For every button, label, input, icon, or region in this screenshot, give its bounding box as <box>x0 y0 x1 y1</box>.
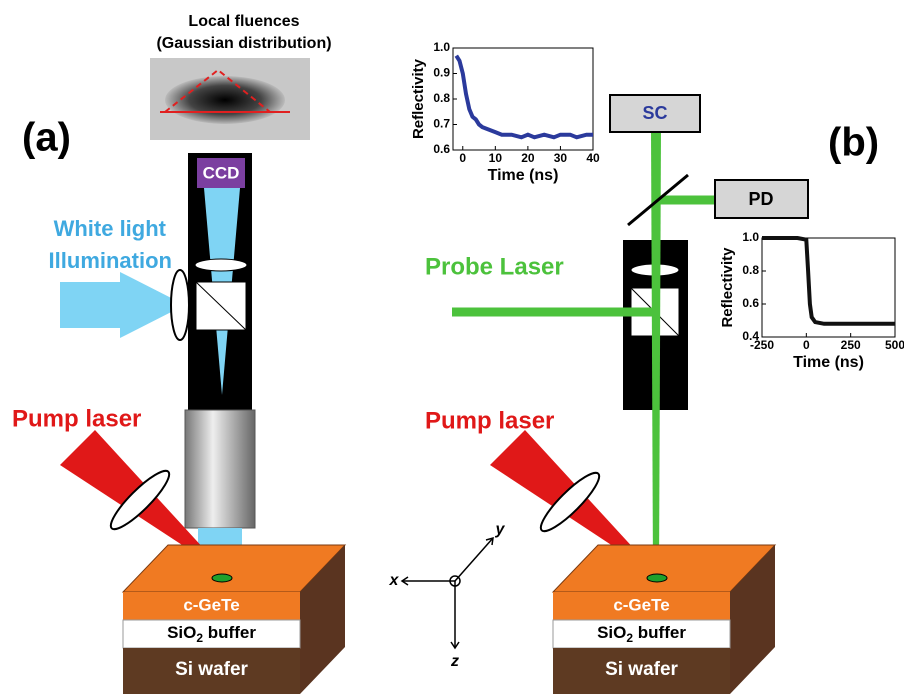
ccd-label: CCD <box>203 163 240 182</box>
sc-label: SC <box>642 103 667 123</box>
label: White light <box>54 216 167 241</box>
y-tick-label: 1.0 <box>433 40 450 54</box>
x-tick-label: 10 <box>489 151 503 165</box>
formula: SiO <box>597 623 626 642</box>
y-tick-label: 1.0 <box>742 230 759 244</box>
axis-label: y <box>495 521 506 538</box>
x-tick-label: 250 <box>841 338 861 352</box>
x-tick-label: 500 <box>885 338 904 352</box>
objective <box>185 410 255 528</box>
y-tick-label: 0.6 <box>742 296 759 310</box>
axis-label: x <box>389 572 400 589</box>
caption: Local fluences <box>188 13 299 30</box>
layer-label: SiO2 buffer <box>597 623 686 645</box>
formula: buffer <box>203 623 256 642</box>
layer-label: c-GeTe <box>613 595 669 614</box>
y-axis-label: Reflectivity <box>410 58 427 139</box>
y-tick-label: 0.7 <box>433 117 450 131</box>
panel-label: (b) <box>828 121 879 165</box>
y-tick-label: 0.4 <box>742 329 759 343</box>
fluence-spot <box>165 76 285 124</box>
axis-label: z <box>450 653 459 670</box>
pd-label: PD <box>748 189 773 209</box>
label: Pump laser <box>425 407 554 434</box>
x-axis-label: Time (ns) <box>488 167 559 184</box>
formula: buffer <box>633 623 686 642</box>
x-tick-label: 30 <box>554 151 568 165</box>
label: Probe Laser <box>425 253 564 280</box>
panel-label: (a) <box>22 116 71 160</box>
y-tick-label: 0.8 <box>433 91 450 105</box>
x-tick-label: 20 <box>521 151 535 165</box>
layer-label: Si wafer <box>605 659 678 680</box>
lens <box>171 270 189 340</box>
diagram: Local fluences (Gaussian distribution) (… <box>0 0 904 694</box>
x-tick-label: 40 <box>586 151 600 165</box>
layer-label: c-GeTe <box>183 595 239 614</box>
layer-label: SiO2 buffer <box>167 623 256 645</box>
label: Pump laser <box>12 405 141 432</box>
white-light-arrow <box>60 272 185 338</box>
x-tick-label: 0 <box>459 151 466 165</box>
label: Illumination <box>49 248 172 273</box>
lens <box>195 259 247 271</box>
caption: (Gaussian distribution) <box>156 35 331 52</box>
y-axis-label: Reflectivity <box>719 247 736 328</box>
y-tick-label: 0.8 <box>742 263 759 277</box>
layer-label: Si wafer <box>175 659 248 680</box>
coordinate-axes <box>402 538 493 648</box>
x-axis-label: Time (ns) <box>793 354 864 371</box>
y-tick-label: 0.6 <box>433 142 450 156</box>
formula: SiO <box>167 623 196 642</box>
laser-spot <box>212 574 232 582</box>
x-tick-label: 0 <box>803 338 810 352</box>
y-tick-label: 0.9 <box>433 66 450 80</box>
laser-spot <box>647 574 667 582</box>
